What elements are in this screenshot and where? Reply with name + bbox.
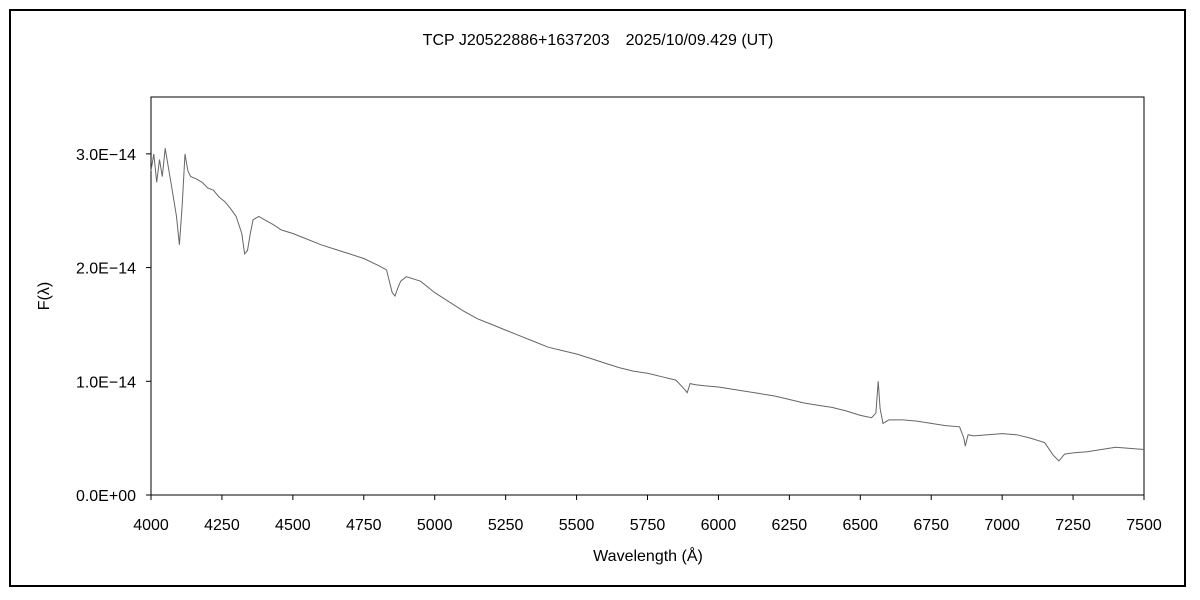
- y-tick-label: 0.0E+00: [76, 488, 136, 505]
- x-tick-label: 7000: [984, 517, 1020, 534]
- x-tick-label: 5500: [559, 517, 595, 534]
- x-axis-ticks: 4000 4250 4500 4750 5000 5250 5500 5750 6000 6250…: [133, 495, 1162, 534]
- y-tick-label: 2.0E−14: [76, 261, 136, 278]
- x-tick-label: 6500: [842, 517, 878, 534]
- x-tick-label: 5000: [417, 517, 453, 534]
- y-tick-label: 3.0E−14: [76, 147, 136, 164]
- x-tick-label: 5250: [488, 517, 524, 534]
- x-axis-title: Wavelength (Å): [593, 546, 703, 565]
- x-tick-label: 5750: [630, 517, 666, 534]
- x-tick-label: 6000: [701, 517, 737, 534]
- y-axis-title: F(λ): [36, 282, 53, 310]
- x-tick-label: 7250: [1055, 517, 1091, 534]
- y-axis-ticks: 0.0E+00 1.0E−14 2.0E−14 3.0E−14: [76, 147, 151, 505]
- chart-frame: [9, 9, 1186, 587]
- plot-area: [150, 96, 1145, 496]
- x-tick-label: 6750: [913, 517, 949, 534]
- x-tick-label: 4250: [204, 517, 240, 534]
- x-tick-label: 7500: [1126, 517, 1162, 534]
- x-tick-label: 4000: [133, 517, 169, 534]
- spectrum-line: [150, 148, 1145, 462]
- x-tick-label: 4750: [346, 517, 382, 534]
- x-tick-label: 4500: [275, 517, 311, 534]
- y-tick-label: 1.0E−14: [76, 374, 136, 391]
- chart-title: TCP J20522886+1637203 2025/10/09.429 (UT…: [423, 32, 774, 49]
- x-tick-label: 6250: [772, 517, 808, 534]
